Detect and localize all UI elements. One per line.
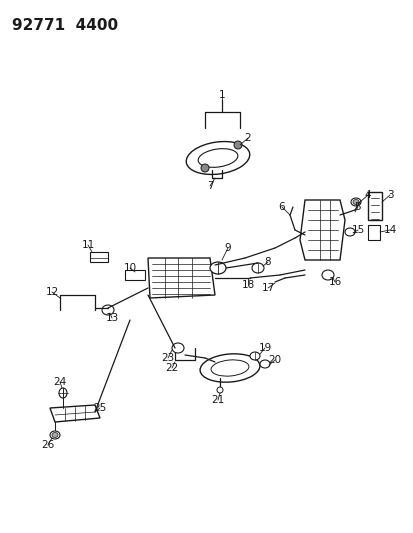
Ellipse shape xyxy=(52,432,58,438)
Polygon shape xyxy=(90,252,108,262)
Text: 1: 1 xyxy=(218,90,225,100)
Text: 92771  4400: 92771 4400 xyxy=(12,18,118,33)
Text: 18: 18 xyxy=(241,280,254,290)
Ellipse shape xyxy=(199,354,259,382)
Text: 17: 17 xyxy=(261,283,274,293)
Ellipse shape xyxy=(259,360,269,368)
Text: 2: 2 xyxy=(244,133,251,143)
Text: 11: 11 xyxy=(81,240,95,250)
Ellipse shape xyxy=(321,270,333,280)
Text: 19: 19 xyxy=(258,343,271,353)
Text: 9: 9 xyxy=(224,243,231,253)
Polygon shape xyxy=(50,405,100,422)
Polygon shape xyxy=(367,192,381,220)
Ellipse shape xyxy=(233,141,242,149)
Ellipse shape xyxy=(344,228,354,236)
Ellipse shape xyxy=(211,360,248,376)
Text: 14: 14 xyxy=(382,225,396,235)
Ellipse shape xyxy=(249,352,259,360)
Text: 16: 16 xyxy=(328,277,341,287)
Polygon shape xyxy=(367,225,379,240)
Text: 23: 23 xyxy=(161,353,174,363)
Text: 6: 6 xyxy=(278,202,285,212)
Ellipse shape xyxy=(198,149,237,167)
Ellipse shape xyxy=(209,262,225,274)
Text: 21: 21 xyxy=(211,395,224,405)
Text: 5: 5 xyxy=(354,202,361,212)
Polygon shape xyxy=(125,270,145,280)
Polygon shape xyxy=(299,200,344,260)
Text: 10: 10 xyxy=(123,263,136,273)
Text: 8: 8 xyxy=(264,257,271,267)
Text: 3: 3 xyxy=(386,190,392,200)
Text: 4: 4 xyxy=(364,190,370,200)
Ellipse shape xyxy=(216,387,223,393)
Ellipse shape xyxy=(186,142,249,174)
Ellipse shape xyxy=(171,343,183,353)
Ellipse shape xyxy=(102,305,114,315)
Text: 22: 22 xyxy=(165,363,178,373)
Text: 15: 15 xyxy=(351,225,364,235)
Text: 25: 25 xyxy=(93,403,107,413)
Text: 20: 20 xyxy=(268,355,281,365)
Ellipse shape xyxy=(201,164,209,172)
Text: 7: 7 xyxy=(206,181,213,191)
Ellipse shape xyxy=(252,263,263,273)
Text: 13: 13 xyxy=(105,313,119,323)
Ellipse shape xyxy=(350,198,360,206)
Ellipse shape xyxy=(59,388,67,398)
Text: 26: 26 xyxy=(41,440,55,450)
Text: 24: 24 xyxy=(53,377,66,387)
Polygon shape xyxy=(147,258,214,298)
Text: 12: 12 xyxy=(45,287,59,297)
Ellipse shape xyxy=(50,431,60,439)
Ellipse shape xyxy=(352,199,358,205)
